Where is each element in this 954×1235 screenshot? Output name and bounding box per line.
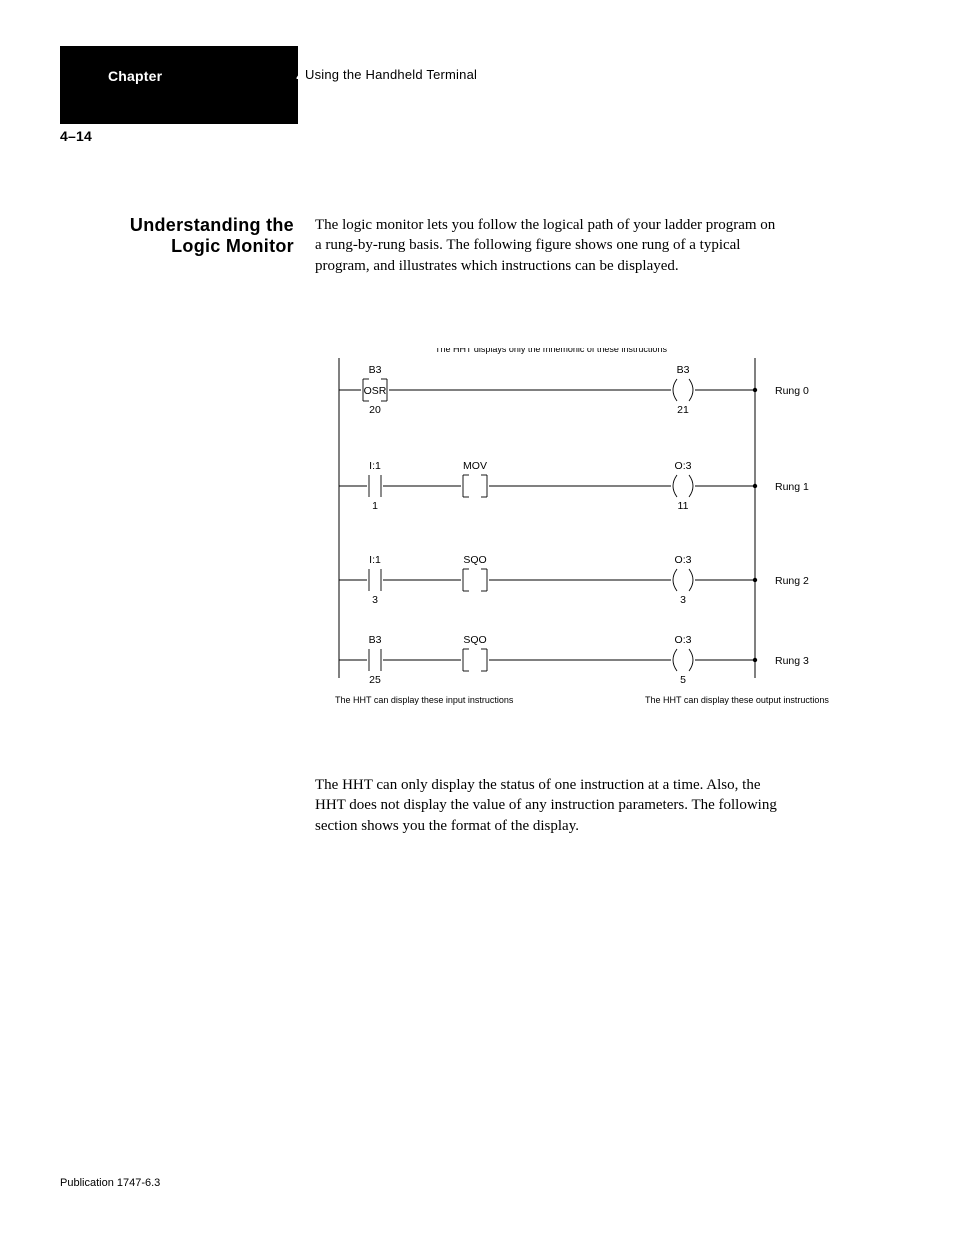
svg-text:B3: B3 <box>677 364 690 376</box>
page: Chapter 4 4–14 Using the Handheld Termin… <box>0 0 954 1235</box>
svg-text:SQO: SQO <box>463 634 486 646</box>
svg-text:O:3: O:3 <box>675 634 692 646</box>
svg-text:21: 21 <box>677 404 689 416</box>
page-title: Using the Handheld Terminal <box>305 67 477 82</box>
lower-paragraphs: The HHT can only display the status of o… <box>315 775 785 836</box>
footer-publication: Publication 1747-6.3 <box>60 1177 160 1189</box>
lower-para-1: The HHT can only display the status of o… <box>315 775 785 836</box>
svg-text:3: 3 <box>372 594 378 606</box>
svg-text:3: 3 <box>680 594 686 606</box>
svg-text:B3: B3 <box>369 364 382 376</box>
chapter-badge <box>60 46 298 124</box>
svg-text:OSR: OSR <box>364 385 387 397</box>
svg-text:The HHT can display these inpu: The HHT can display these input instruct… <box>335 695 514 705</box>
svg-text:5: 5 <box>680 674 686 686</box>
svg-text:SQO: SQO <box>463 554 486 566</box>
ladder-diagram: B3 OSR 20 B3 21 Rung 0 I:1 1 MOV O:3 11 Rung 1 I:1 3 S… <box>315 348 855 708</box>
svg-text:Rung 0: Rung 0 <box>775 385 809 397</box>
svg-text:Rung 2: Rung 2 <box>775 575 809 587</box>
svg-text:1: 1 <box>372 500 378 512</box>
chapter-number: 4 <box>296 68 304 84</box>
svg-text:20: 20 <box>369 404 381 416</box>
svg-text:Rung 3: Rung 3 <box>775 655 809 667</box>
svg-text:B3: B3 <box>369 634 382 646</box>
svg-text:25: 25 <box>369 674 381 686</box>
section-heading: Understanding the Logic Monitor <box>114 215 294 257</box>
chapter-label: Chapter <box>108 68 162 84</box>
svg-text:I:1: I:1 <box>369 460 381 472</box>
svg-text:11: 11 <box>678 500 689 512</box>
svg-text:I:1: I:1 <box>369 554 381 566</box>
svg-text:O:3: O:3 <box>675 460 692 472</box>
intro-paragraph: The logic monitor lets you follow the lo… <box>315 215 785 276</box>
svg-text:The HHT displays only the mnem: The HHT displays only the mnemonic of th… <box>435 348 667 354</box>
svg-text:MOV: MOV <box>463 460 487 472</box>
svg-text:The HHT can display these outp: The HHT can display these output instruc… <box>645 695 829 705</box>
chapter-header: Chapter 4 <box>108 68 304 84</box>
page-number: 4–14 <box>60 128 92 144</box>
svg-text:Rung 1: Rung 1 <box>775 481 809 493</box>
svg-text:O:3: O:3 <box>675 554 692 566</box>
